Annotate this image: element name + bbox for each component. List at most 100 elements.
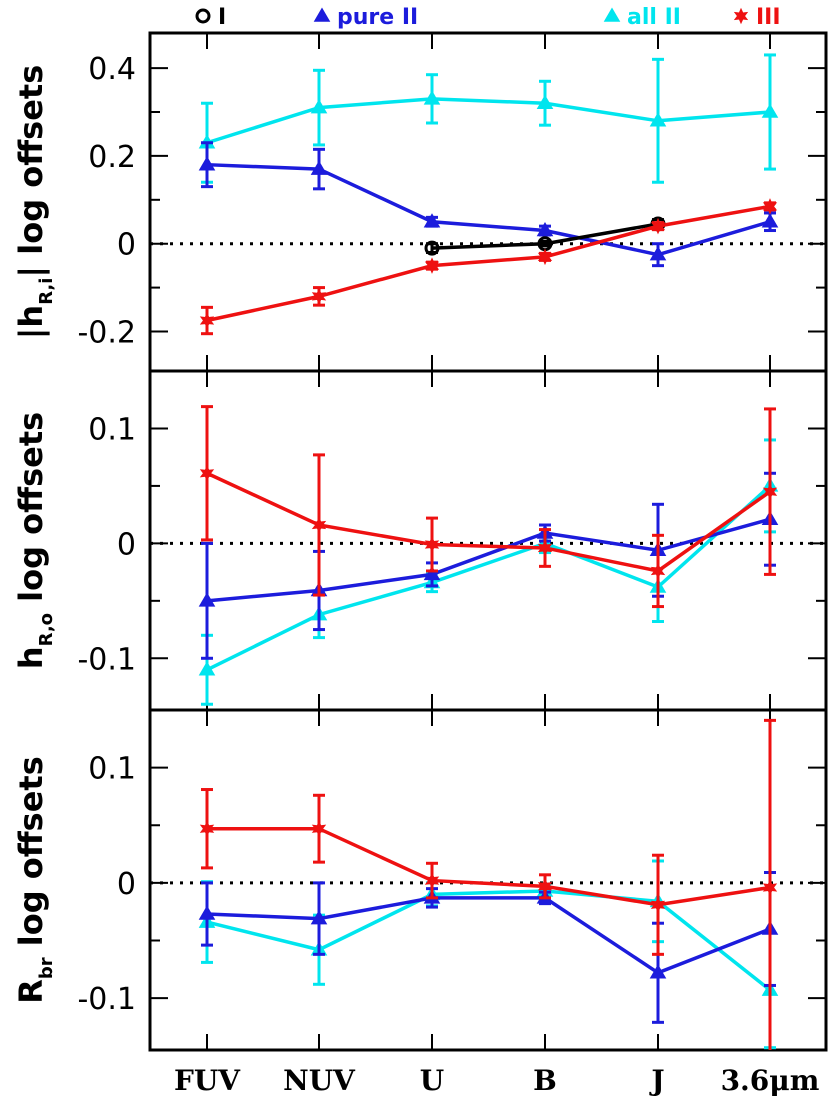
series-all2	[198, 859, 779, 1050]
panel-frame	[148, 708, 828, 1052]
data-point-pure2	[310, 160, 328, 175]
y-tick-label: -0.2	[77, 315, 136, 350]
y-tick-label: 0.4	[88, 52, 136, 87]
data-point-all2	[198, 661, 216, 676]
y-tick-label: 0	[117, 867, 136, 902]
y-axis-label: hR,o log offsets	[12, 412, 57, 669]
series-line-pure2	[206, 517, 771, 603]
x-category-label: NUV	[283, 1064, 356, 1097]
data-point-three	[650, 217, 666, 235]
data-point-all2	[761, 103, 779, 118]
y-axis-label-sub: br	[36, 957, 57, 979]
data-point-pure2	[649, 964, 667, 979]
series-line-pure2	[206, 896, 771, 975]
series-three	[199, 405, 778, 609]
data-point-three	[199, 312, 215, 329]
series-all2	[198, 53, 779, 184]
series-pure2	[198, 141, 779, 268]
x-category-label: B	[533, 1064, 557, 1097]
panel-middle: -0.1 0 0.1 hR,o log offsets	[12, 369, 828, 712]
series-pure2	[198, 871, 779, 1024]
data-point-three	[650, 896, 666, 914]
legend-item: all II	[603, 5, 681, 30]
series-three	[199, 198, 778, 336]
x-category-label: FUV	[174, 1064, 241, 1097]
data-point-one	[424, 240, 440, 256]
x-category-label: U	[420, 1064, 444, 1097]
legend-label: all II	[627, 5, 681, 30]
series-all2	[198, 438, 779, 706]
panel-frame	[148, 31, 828, 373]
data-point-three	[762, 879, 778, 896]
y-axis-label: |hR,i| log offsets	[12, 65, 57, 340]
data-point-pure2	[198, 156, 216, 171]
y-tick-label: -0.1	[77, 642, 136, 677]
series-line-three	[206, 204, 771, 323]
data-point-three	[311, 820, 327, 837]
data-point-pure2	[536, 222, 554, 237]
series-line-all2	[206, 97, 771, 145]
data-point-three	[311, 516, 327, 534]
y-axis-label-tail: log offsets	[12, 412, 50, 613]
data-point-three	[537, 539, 553, 557]
panel-bottom: -0.1 0 0.1 Rbr log offsets	[12, 708, 828, 1052]
data-point-pure2	[198, 592, 216, 607]
data-point-pure2	[423, 565, 441, 581]
y-axis-label-tail: log offsets	[12, 756, 50, 957]
data-point-all2	[310, 99, 328, 114]
data-point-pure2	[423, 213, 441, 228]
data-point-pure2	[310, 910, 328, 925]
series-line-all2	[206, 889, 772, 992]
series-line-three	[207, 826, 771, 907]
legend-marker	[195, 8, 211, 24]
legend-label: III	[756, 5, 781, 30]
y-axis-label-tail: | log offsets	[12, 65, 51, 278]
data-point-pure2	[198, 905, 216, 920]
data-point-three	[199, 820, 215, 837]
series-three	[199, 718, 778, 1050]
data-point-three	[762, 198, 778, 215]
y-tick-label: 0.1	[88, 752, 136, 787]
x-category-label: 3.6μm	[721, 1064, 820, 1097]
y-axis-label-main: R	[12, 979, 50, 1004]
data-point-three	[650, 562, 666, 580]
series-line-all2	[206, 484, 772, 672]
data-point-three	[311, 288, 327, 305]
data-point-three	[424, 257, 440, 274]
legend-item: I	[195, 5, 226, 30]
y-tick-label: 0	[117, 228, 136, 263]
data-point-all2	[423, 90, 441, 105]
legend-marker	[733, 7, 749, 25]
data-point-pure2	[761, 213, 779, 228]
series-line-pure2	[206, 162, 771, 257]
y-axis-label-main: |h	[12, 305, 51, 339]
y-axis-label-sub: R,o	[36, 613, 57, 646]
data-point-three	[424, 536, 440, 553]
data-point-pure2	[649, 246, 667, 261]
data-point-three	[537, 878, 553, 895]
x-category-label: J	[648, 1064, 664, 1097]
series-line-three	[206, 471, 772, 573]
legend-item: pure II	[313, 5, 418, 30]
legend-item: III	[733, 5, 781, 30]
data-point-all2	[649, 112, 667, 127]
y-axis-label-main: h	[12, 646, 50, 669]
y-tick-label: 0.2	[88, 140, 136, 175]
y-tick-label: 0	[117, 527, 136, 562]
legend-label: I	[218, 5, 226, 30]
y-tick-label: -0.1	[77, 982, 136, 1017]
legend-label: pure II	[337, 5, 418, 30]
data-point-three	[424, 872, 440, 889]
panel-frame	[148, 369, 828, 712]
legend-marker	[313, 7, 331, 22]
data-point-three	[199, 465, 215, 482]
panel-top: -0.2 0 0.2 0.4 |hR,i| log offsets	[12, 31, 828, 373]
legend-marker	[603, 7, 621, 22]
y-axis-label: Rbr log offsets	[12, 756, 57, 1004]
data-point-three	[762, 483, 778, 500]
y-axis-label-sub: R,i	[36, 278, 57, 305]
y-tick-label: 0.1	[88, 412, 136, 447]
data-point-three	[537, 248, 553, 266]
data-point-all2	[536, 94, 554, 109]
